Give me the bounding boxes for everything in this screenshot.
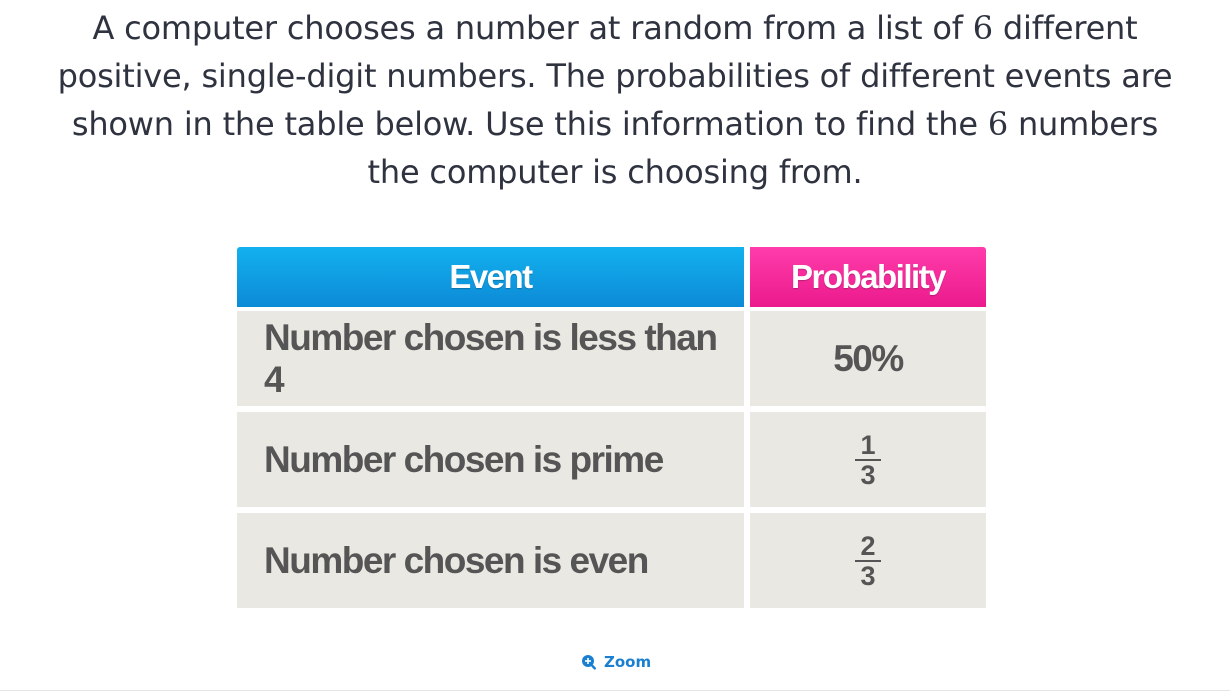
fraction-numerator: 1 (860, 429, 876, 460)
table-row: Number chosen is less than 4 50% (237, 311, 986, 406)
probability-cell: 50% (750, 311, 986, 406)
table-row: Number chosen is prime 1 3 (237, 412, 986, 507)
fraction-denominator: 3 (860, 459, 876, 490)
divider (0, 690, 1230, 691)
probability-column-header: Probability (750, 247, 986, 307)
fraction: 2 3 (855, 530, 881, 591)
table-header-row: Event Probability (237, 247, 986, 307)
event-column-header: Event (237, 247, 744, 307)
probability-table: Event Probability Number chosen is less … (237, 247, 986, 614)
math-number: 6 (987, 105, 1008, 143)
event-cell: Number chosen is prime (237, 412, 744, 507)
fraction-bar (855, 559, 881, 562)
question-line-3: shown in the table below. Use this infor… (71, 105, 1159, 143)
question-line-4: the computer is choosing from. (367, 153, 863, 191)
fraction-numerator: 2 (860, 530, 876, 561)
table-row: Number chosen is even 2 3 (237, 513, 986, 608)
event-cell: Number chosen is even (237, 513, 744, 608)
question-line-1: A computer chooses a number at random fr… (92, 9, 1138, 47)
probability-cell: 2 3 (750, 513, 986, 608)
question-text: A computer chooses a number at random fr… (20, 4, 1210, 196)
event-cell: Number chosen is less than 4 (237, 311, 744, 406)
zoom-in-icon (581, 654, 598, 671)
fraction: 1 3 (855, 429, 881, 490)
question-line-2: positive, single-digit numbers. The prob… (57, 57, 1173, 95)
fraction-bar (855, 458, 881, 461)
fraction-denominator: 3 (860, 560, 876, 591)
zoom-label: Zoom (604, 653, 652, 671)
zoom-button[interactable]: Zoom (581, 653, 651, 671)
probability-cell: 1 3 (750, 412, 986, 507)
math-number: 6 (972, 9, 993, 47)
